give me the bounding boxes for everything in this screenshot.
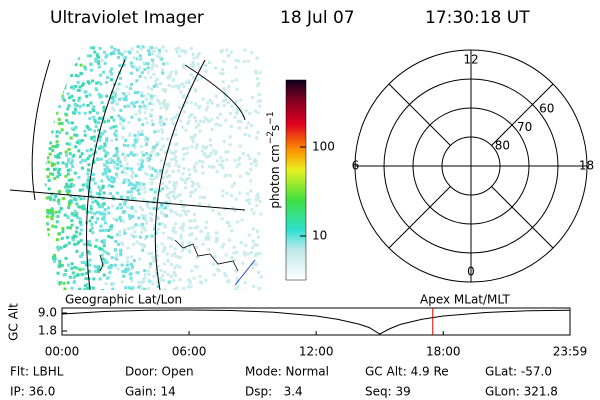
info-field: Flt: LBHL — [10, 365, 64, 379]
y-tick-label: 9.0 — [38, 306, 57, 320]
spoke — [491, 83, 554, 146]
x-tick-label: 12:00 — [299, 345, 334, 359]
mlt-label: 6 — [352, 159, 360, 173]
date: 18 Jul 07 — [280, 8, 355, 28]
info-field: IP: 36.0 — [10, 385, 55, 399]
uv-image — [44, 45, 263, 290]
info-field: GLat: -57.0 — [485, 365, 552, 379]
spoke — [491, 186, 554, 249]
mlt-label: 18 — [579, 159, 594, 173]
geo-grid — [9, 59, 256, 291]
info-field: Door: Open — [125, 365, 194, 379]
colorbar-label-part: −1 — [266, 111, 276, 124]
lat-label: 80 — [495, 139, 510, 153]
polar-plot — [354, 49, 588, 283]
colorbar-label-part: photon cm — [268, 144, 282, 208]
colorbar-label-part: −2 — [266, 131, 276, 144]
lat-label: 60 — [539, 101, 554, 115]
mlt-label: 12 — [463, 53, 478, 67]
x-tick-label: 18:00 — [426, 345, 461, 359]
left-label: Geographic Lat/Lon — [65, 293, 182, 307]
colorbar — [285, 79, 307, 281]
y-tick-label: 1.8 — [38, 324, 57, 338]
right-label: Apex MLat/MLT — [420, 293, 510, 307]
info-field: GC Alt: 4.9 Re — [365, 365, 449, 379]
colorbar-label-part: s — [268, 125, 282, 131]
info-field: Seq: 39 — [365, 385, 411, 399]
info-field: GLon: 321.8 — [485, 385, 558, 399]
info-field: Gain: 14 — [125, 385, 176, 399]
lat-label: 70 — [517, 120, 532, 134]
mlt-label: 0 — [467, 264, 475, 278]
x-tick-label: 06:00 — [172, 345, 207, 359]
y-axis-label: GC Alt — [7, 303, 21, 341]
x-tick-label: 00:00 — [45, 345, 80, 359]
spoke — [388, 83, 451, 146]
x-tick-label: 23:59 — [553, 345, 588, 359]
colorbar-tick-label: 10 — [312, 228, 327, 242]
alt-line — [61, 309, 571, 335]
colorbar-label: photon cm−2s−1 — [266, 111, 282, 208]
footer: Flt: LBHL Door: Open Mode: Normal GC Alt: 4… — [10, 365, 558, 399]
spoke — [388, 186, 451, 249]
title: Ultraviolet Imager — [50, 8, 204, 28]
time: 17:30:18 UT — [425, 8, 530, 28]
info-field: Dsp: 3.4 — [245, 385, 303, 399]
colorbar-tick-label: 100 — [312, 139, 335, 153]
info-field: Mode: Normal — [245, 365, 329, 379]
